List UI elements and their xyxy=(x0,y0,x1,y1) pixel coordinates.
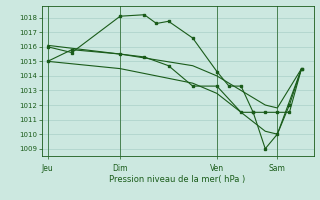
X-axis label: Pression niveau de la mer( hPa ): Pression niveau de la mer( hPa ) xyxy=(109,175,246,184)
